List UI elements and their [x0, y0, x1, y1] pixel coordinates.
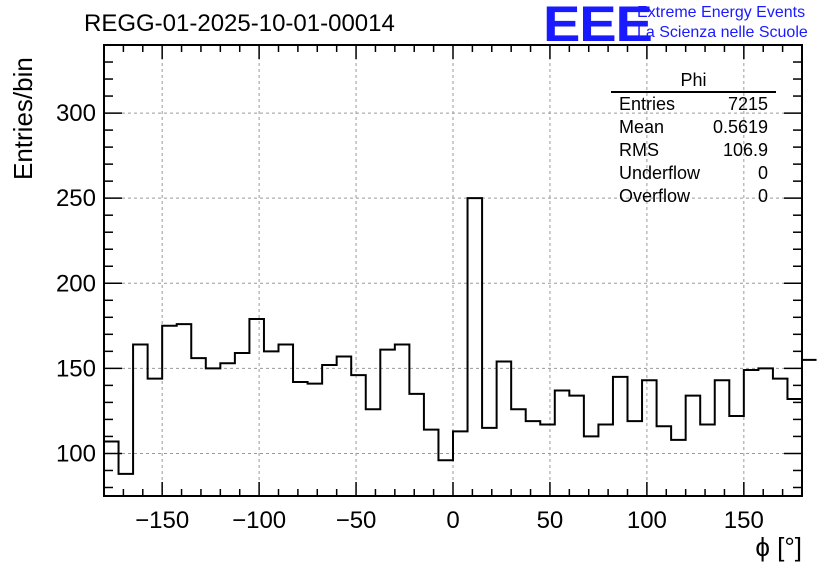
run-title: REGG-01-2025-10-01-00014: [84, 10, 395, 37]
histogram-bin: [235, 353, 250, 496]
stats-box: Phi Entries 7215 Mean 0.5619 RMS 106.9 U…: [611, 70, 776, 208]
histogram-bin: [497, 362, 512, 496]
x-tick-label: 0: [446, 507, 459, 534]
x-tick-label: 150: [724, 507, 764, 534]
histogram-bin: [642, 380, 657, 496]
histogram-bin: [744, 370, 759, 496]
stats-label: Entries: [619, 94, 676, 114]
histogram-bin: [628, 421, 643, 496]
histogram-bins: [104, 198, 817, 496]
histogram-bin: [613, 377, 628, 496]
histogram-bin: [700, 425, 715, 496]
histogram-line: [104, 197, 817, 475]
histogram-bin: [395, 345, 410, 496]
x-tick-label: 50: [537, 507, 564, 534]
histogram-bin: [468, 198, 483, 496]
histogram-bin: [162, 326, 177, 496]
stats-label: RMS: [619, 140, 659, 160]
histogram-bin: [220, 363, 235, 496]
histogram-bin: [148, 379, 163, 496]
x-tick-label: −150: [135, 507, 189, 534]
histogram-bin: [409, 394, 424, 496]
histogram-bin: [758, 368, 773, 496]
histogram-bin: [133, 345, 148, 496]
histogram-bin: [584, 436, 599, 496]
histogram-bin: [438, 460, 453, 496]
y-tick-label: 200: [56, 270, 96, 297]
x-tick-label: −50: [336, 507, 377, 534]
x-axis-label: ϕ [°]: [755, 532, 802, 562]
histogram-bin: [177, 324, 192, 496]
histogram-bin: [206, 368, 221, 496]
histogram-bin: [322, 365, 337, 496]
histogram-bin: [424, 430, 439, 496]
histogram-bin: [729, 416, 744, 496]
stats-value: 106.9: [722, 140, 768, 160]
histogram-bin: [191, 358, 206, 496]
histogram-bin: [686, 396, 701, 496]
histogram-bin: [715, 380, 730, 496]
histogram-bin: [526, 421, 541, 496]
stats-label: Mean: [619, 117, 665, 137]
stats-title: Phi: [611, 70, 776, 93]
histogram-bin: [598, 425, 613, 496]
stats-label: Overflow: [619, 186, 691, 206]
stats-row-overflow: Overflow 0: [611, 185, 776, 208]
histogram-bin: [569, 396, 584, 496]
stats-value: 0: [757, 186, 768, 206]
histogram-bin: [453, 431, 468, 496]
histogram-bin: [264, 351, 279, 496]
histogram-bin: [787, 399, 802, 496]
histogram-bin: [773, 379, 788, 496]
tick-labels: −150 −100 −50 0 50 100 150 100 150 200 250 300: [56, 100, 764, 534]
histogram-bin: [511, 409, 526, 496]
histogram-bin: [337, 356, 352, 496]
histogram-bin: [380, 350, 395, 496]
stats-value: 0: [757, 163, 768, 183]
histogram-bin: [308, 384, 323, 496]
histogram-bin: [482, 428, 497, 496]
y-tick-label: 250: [56, 185, 96, 212]
histogram-bin: [351, 375, 366, 496]
y-tick-label: 300: [56, 100, 96, 127]
histogram-bin: [657, 426, 672, 496]
y-tick-label: 150: [56, 355, 96, 382]
eee-logo: EEE: [543, 0, 653, 52]
histogram-bin: [540, 425, 555, 496]
stats-row-underflow: Underflow 0: [611, 162, 776, 185]
histogram-bin: [249, 319, 264, 496]
y-axis-label-text: Entries/bin: [8, 57, 38, 180]
stats-value: 7215: [727, 94, 768, 114]
histogram-bin: [366, 409, 381, 496]
stats-value: 0.5619: [712, 117, 768, 137]
stats-label: Underflow: [619, 163, 701, 183]
y-tick-label: 100: [56, 440, 96, 467]
logo-line-2: La Scienza nelle Scuole: [637, 24, 808, 41]
histogram-bin: [293, 382, 308, 496]
logo-line-1: Extreme Energy Events: [637, 4, 806, 21]
stats-row-rms: RMS 106.9: [611, 139, 776, 162]
histogram-bin: [119, 474, 134, 496]
x-tick-label: −100: [232, 507, 286, 534]
histogram-bin: [802, 360, 817, 496]
histogram-bin: [671, 440, 686, 496]
x-tick-label: 100: [627, 507, 667, 534]
stats-row-entries: Entries 7215: [611, 93, 776, 116]
histogram-bin: [279, 345, 294, 496]
histogram-bin: [555, 390, 570, 496]
stats-row-mean: Mean 0.5619: [611, 116, 776, 139]
